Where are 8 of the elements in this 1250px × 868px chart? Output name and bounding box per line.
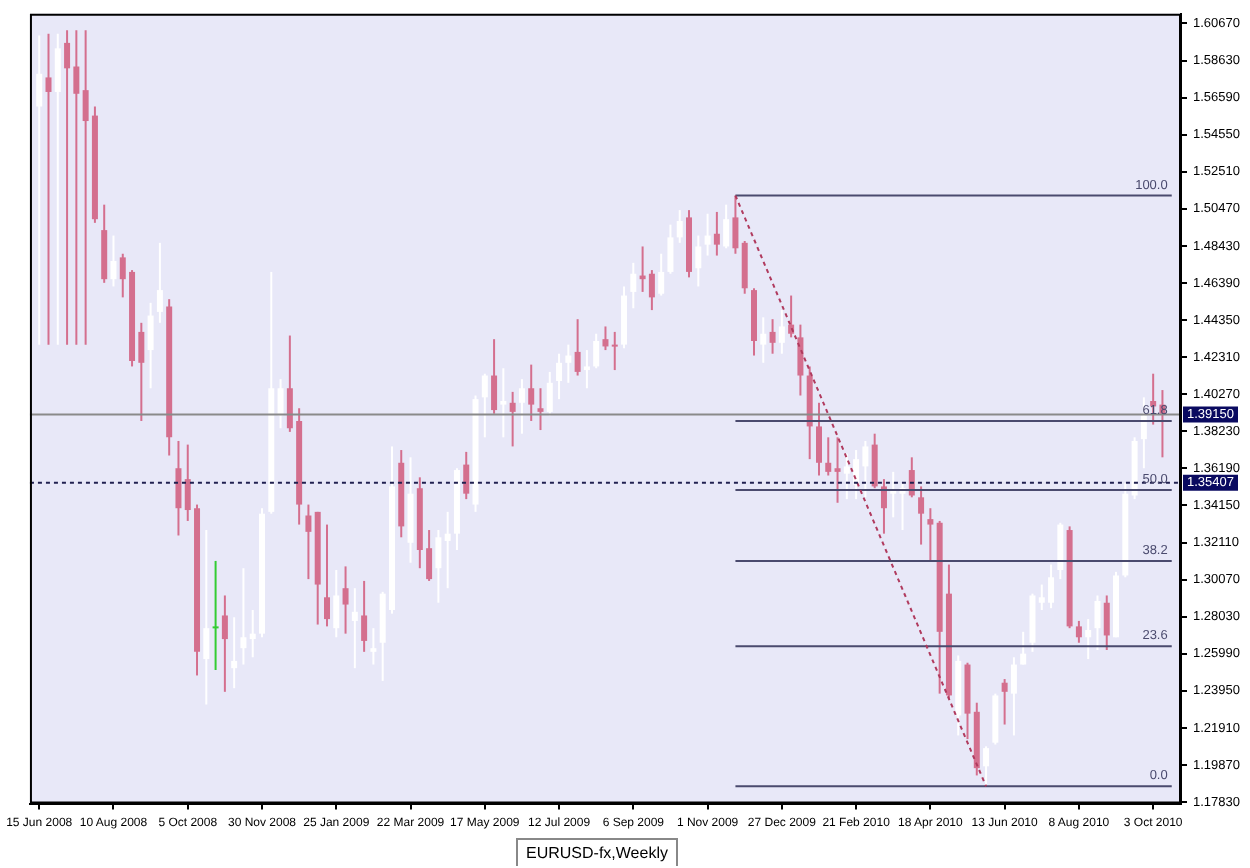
candlestick (611, 331, 618, 371)
candlestick (212, 560, 219, 670)
candlestick (45, 33, 52, 345)
candlestick (500, 368, 507, 438)
candlestick (231, 617, 238, 689)
text: EURUSD-fx,Weekly (516, 838, 678, 866)
candlestick (370, 628, 377, 665)
candlestick (64, 30, 71, 345)
